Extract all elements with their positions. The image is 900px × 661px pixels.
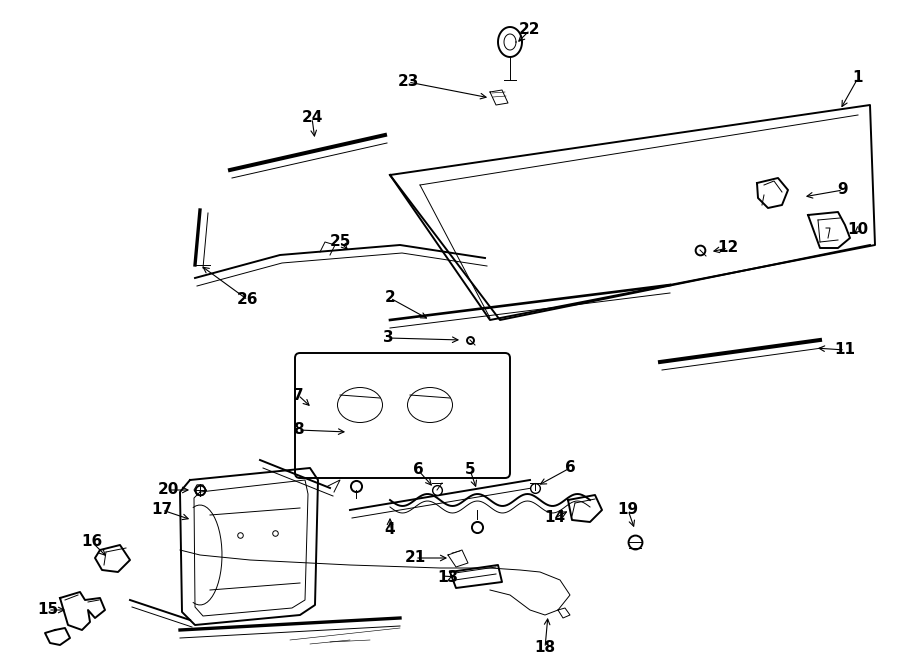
Text: 7: 7 <box>292 387 303 403</box>
Text: 8: 8 <box>292 422 303 438</box>
Text: 21: 21 <box>404 551 426 566</box>
Text: 19: 19 <box>617 502 639 518</box>
Text: 6: 6 <box>564 461 575 475</box>
Text: 24: 24 <box>302 110 323 126</box>
Text: 20: 20 <box>158 483 179 498</box>
Text: 17: 17 <box>151 502 173 518</box>
Text: 2: 2 <box>384 290 395 305</box>
Text: 23: 23 <box>397 75 418 89</box>
Text: 9: 9 <box>838 182 849 198</box>
Text: 6: 6 <box>412 463 423 477</box>
Text: 3: 3 <box>382 330 393 346</box>
Text: 10: 10 <box>848 223 868 237</box>
Text: 15: 15 <box>38 602 58 617</box>
Text: 1: 1 <box>853 71 863 85</box>
FancyBboxPatch shape <box>295 353 510 478</box>
Text: 22: 22 <box>519 22 541 38</box>
Text: 12: 12 <box>717 241 739 256</box>
Text: 16: 16 <box>81 535 103 549</box>
Text: 13: 13 <box>437 570 459 586</box>
Text: 14: 14 <box>544 510 565 525</box>
Text: 5: 5 <box>464 463 475 477</box>
Text: 11: 11 <box>834 342 856 358</box>
Text: 4: 4 <box>384 522 395 537</box>
Text: 18: 18 <box>535 641 555 656</box>
Text: 26: 26 <box>238 293 259 307</box>
Text: 25: 25 <box>329 235 351 249</box>
